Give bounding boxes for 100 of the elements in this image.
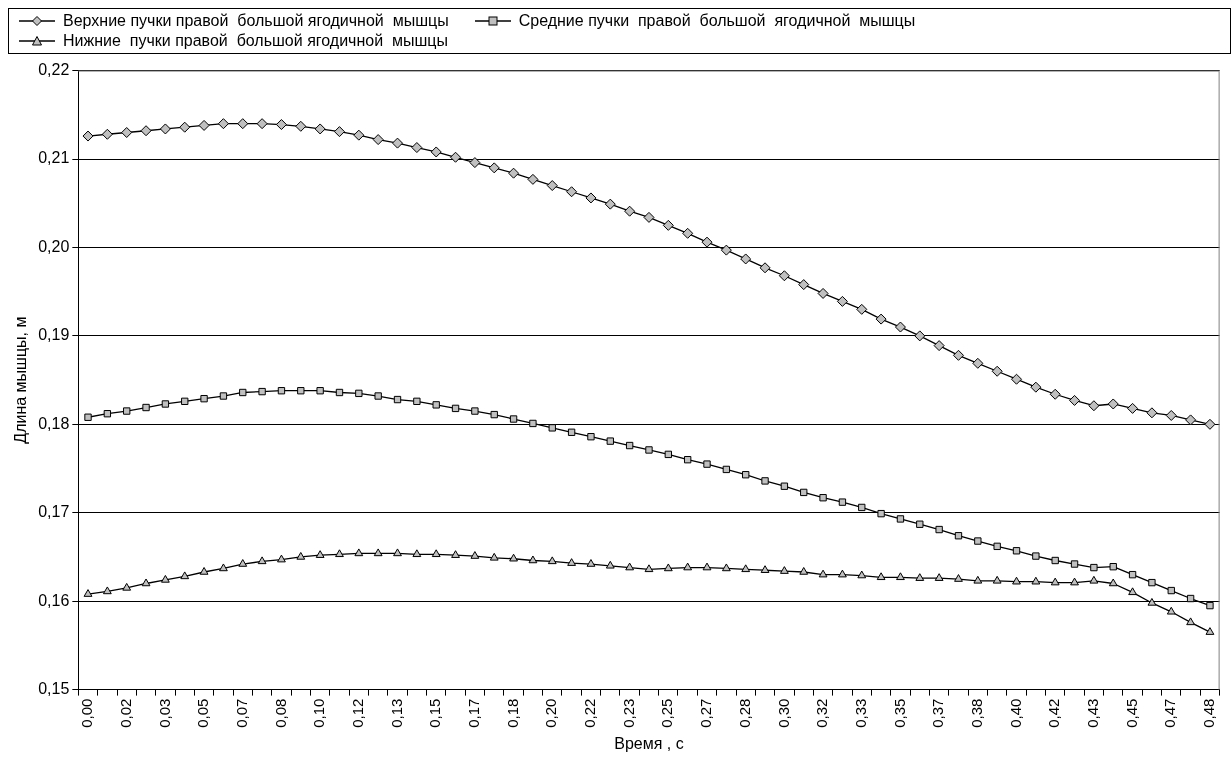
point [586,559,596,567]
point [413,397,421,406]
point [896,515,905,523]
point [374,392,382,400]
point [470,551,480,559]
point [179,121,191,133]
point [1109,563,1117,571]
point [934,573,944,581]
point [509,415,518,423]
point [217,118,229,130]
point [856,303,868,315]
point [335,549,344,558]
point [877,509,885,518]
point [160,574,170,583]
point [142,403,150,412]
point [1204,418,1216,430]
point [974,537,982,545]
point [1128,587,1137,596]
point [740,253,752,265]
point [200,394,208,403]
point [1051,556,1059,565]
x-tick-label: 0,08 [271,698,289,728]
point [972,357,984,369]
point [605,560,615,569]
point [624,205,636,217]
point [256,118,268,130]
point [1166,606,1176,615]
point [121,127,133,138]
point [333,126,345,138]
point [84,413,92,421]
point [450,151,462,163]
x-tick-label: 0,23 [619,698,637,728]
point [798,279,810,291]
x-tick-label: 0,45 [1122,698,1140,728]
y-tick-label: 0,17 [38,503,70,521]
point [297,387,305,395]
point [508,167,520,179]
point [778,270,790,282]
point [295,120,307,132]
point [645,446,653,454]
point [238,559,248,567]
point [760,565,770,573]
point [663,563,673,572]
point [489,552,499,561]
point [393,548,402,557]
point [682,227,694,239]
x-tick-label: 0,37 [929,698,947,728]
x-tick-label: 0,20 [542,698,560,728]
point [1148,578,1156,587]
point [1185,414,1197,426]
point [567,558,576,566]
point [876,572,886,581]
point [587,433,595,441]
y-tick-label: 0,21 [38,149,70,167]
point [83,589,93,597]
point [219,392,228,400]
point [527,173,539,185]
legend-label: Верхние пучки правой большой ягодичной мышцы [63,12,449,30]
point [181,397,189,406]
point [857,570,867,579]
point [683,456,692,464]
y-tick-label: 0,15 [38,680,70,698]
point [800,488,808,497]
point [239,388,247,397]
point [780,482,789,490]
point [547,556,557,565]
point [875,313,887,325]
point [779,566,789,574]
point [683,562,693,571]
point [1070,577,1079,586]
point [237,118,249,130]
point [1088,400,1100,412]
point [817,287,829,299]
point [836,295,848,307]
point [411,142,423,154]
point [451,550,460,558]
point [894,321,906,333]
point [372,134,384,146]
point [1049,388,1061,400]
point [180,571,190,580]
point [992,575,1002,584]
point [528,555,538,564]
point [741,564,751,573]
point [277,554,286,563]
legend-label: Средние пучки правой большой ягодичной мышцы [518,12,916,30]
point [858,503,866,512]
x-tick-label: 0,22 [581,698,599,728]
point [1205,627,1215,635]
point [469,157,481,169]
x-tick-label: 0,18 [503,698,521,728]
point [991,365,1003,377]
point [335,388,344,397]
x-tick-label: 0,35 [890,698,908,728]
point [373,548,383,557]
x-tick-label: 0,38 [967,698,985,728]
x-tick-label: 0,02 [116,698,134,728]
point [275,119,287,131]
point [257,556,267,565]
point [199,567,209,575]
point [703,460,711,468]
